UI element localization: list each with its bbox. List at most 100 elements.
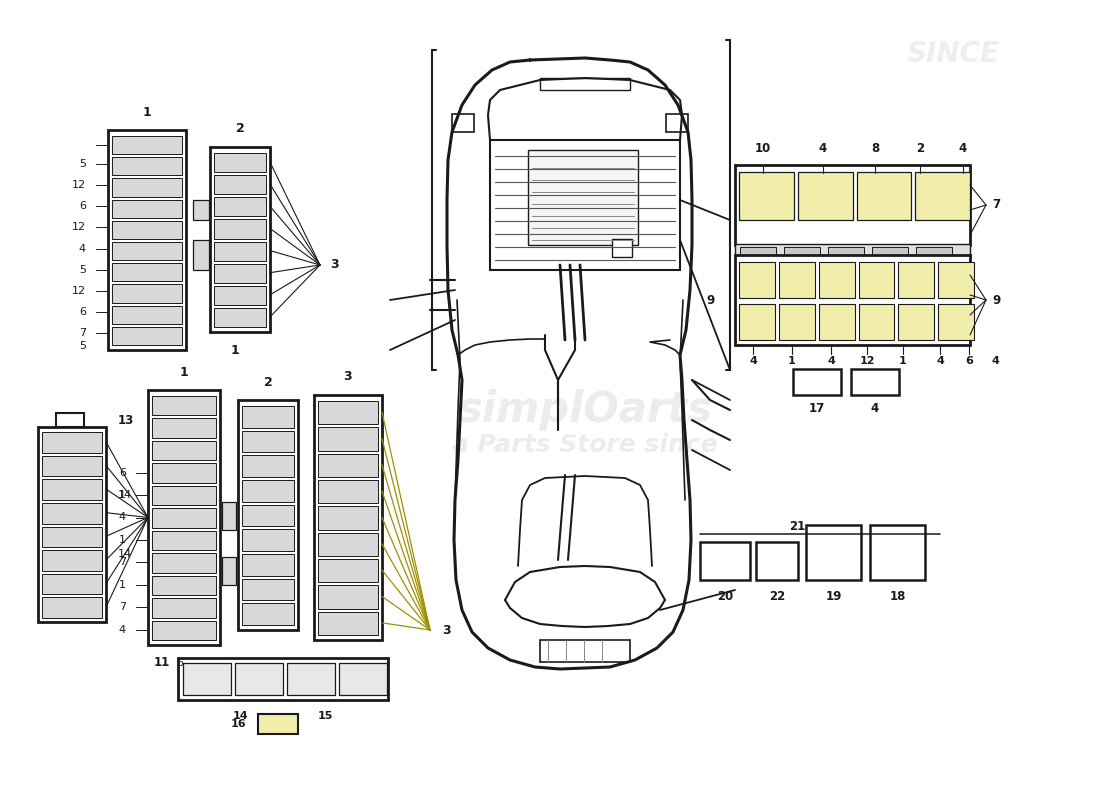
Bar bbox=[818, 262, 855, 298]
Text: 12: 12 bbox=[72, 222, 86, 232]
Text: 19: 19 bbox=[825, 590, 842, 602]
Bar bbox=[242, 578, 294, 600]
Bar bbox=[700, 542, 750, 580]
Bar bbox=[112, 242, 182, 260]
Bar bbox=[314, 395, 382, 640]
Bar bbox=[112, 306, 182, 324]
Text: 4: 4 bbox=[871, 402, 879, 415]
Text: 1: 1 bbox=[119, 580, 126, 590]
Text: 7: 7 bbox=[119, 558, 126, 567]
Text: 4: 4 bbox=[827, 356, 835, 366]
Bar bbox=[152, 530, 216, 550]
Bar bbox=[339, 663, 387, 695]
Text: 1: 1 bbox=[143, 106, 152, 118]
Text: 18: 18 bbox=[889, 590, 905, 602]
Text: 1: 1 bbox=[899, 356, 906, 366]
Bar bbox=[915, 172, 970, 220]
Bar bbox=[222, 502, 236, 530]
Bar bbox=[152, 576, 216, 595]
Bar bbox=[242, 554, 294, 576]
Text: 20: 20 bbox=[717, 590, 733, 602]
Bar bbox=[152, 463, 216, 483]
Bar bbox=[112, 178, 182, 197]
Text: 12: 12 bbox=[72, 286, 86, 296]
Bar bbox=[528, 150, 638, 245]
Bar bbox=[152, 486, 216, 506]
Bar bbox=[784, 247, 820, 257]
Bar bbox=[872, 247, 908, 257]
Text: 10: 10 bbox=[755, 142, 771, 154]
Text: 5: 5 bbox=[79, 341, 86, 351]
Bar bbox=[916, 247, 952, 257]
Bar bbox=[899, 262, 934, 298]
Bar bbox=[42, 550, 102, 570]
Bar bbox=[735, 255, 970, 345]
Text: 13: 13 bbox=[118, 414, 134, 427]
Text: 4: 4 bbox=[119, 625, 126, 634]
Text: 6: 6 bbox=[176, 658, 183, 668]
Bar bbox=[242, 455, 294, 477]
Bar bbox=[612, 239, 632, 257]
Bar bbox=[242, 530, 294, 551]
Bar bbox=[214, 286, 266, 305]
Bar bbox=[735, 165, 970, 245]
Bar bbox=[214, 175, 266, 194]
Bar bbox=[287, 663, 336, 695]
Bar bbox=[851, 369, 899, 395]
Bar bbox=[318, 612, 378, 635]
Text: 4: 4 bbox=[79, 243, 86, 254]
Bar bbox=[39, 427, 106, 622]
Bar bbox=[242, 505, 294, 526]
Text: 4: 4 bbox=[818, 142, 827, 154]
Bar bbox=[242, 430, 294, 452]
Bar bbox=[56, 413, 84, 427]
Bar bbox=[210, 147, 270, 332]
Bar bbox=[152, 418, 216, 438]
Bar bbox=[756, 542, 798, 580]
Bar bbox=[779, 262, 815, 298]
Bar bbox=[192, 200, 209, 220]
Bar bbox=[858, 304, 894, 340]
Bar bbox=[242, 406, 294, 428]
Bar bbox=[214, 198, 266, 216]
Bar bbox=[857, 172, 911, 220]
Bar bbox=[222, 557, 236, 585]
Text: 14: 14 bbox=[118, 549, 132, 558]
Bar bbox=[798, 172, 852, 220]
Bar bbox=[870, 525, 925, 580]
Bar bbox=[178, 658, 388, 700]
Bar bbox=[318, 480, 378, 503]
Bar bbox=[238, 400, 298, 630]
Text: 6: 6 bbox=[79, 307, 86, 317]
Text: 3: 3 bbox=[442, 623, 451, 637]
Bar bbox=[828, 247, 864, 257]
Text: 12: 12 bbox=[72, 180, 86, 190]
Bar bbox=[235, 663, 283, 695]
Bar bbox=[318, 427, 378, 450]
Bar bbox=[112, 136, 182, 154]
Text: 2: 2 bbox=[235, 122, 244, 135]
Bar bbox=[152, 598, 216, 618]
Bar bbox=[318, 559, 378, 582]
Bar bbox=[858, 262, 894, 298]
Bar bbox=[152, 396, 216, 415]
Text: a Parts Store since: a Parts Store since bbox=[452, 433, 718, 457]
Text: 4: 4 bbox=[749, 356, 757, 366]
Text: 4: 4 bbox=[119, 513, 126, 522]
Text: 4: 4 bbox=[992, 356, 1000, 366]
Bar bbox=[818, 304, 855, 340]
Text: 17: 17 bbox=[808, 402, 825, 415]
Text: 14: 14 bbox=[233, 711, 249, 721]
Bar bbox=[152, 508, 216, 528]
Bar bbox=[214, 264, 266, 282]
Bar bbox=[739, 172, 794, 220]
Bar bbox=[214, 308, 266, 327]
Bar bbox=[42, 526, 102, 547]
Text: 7: 7 bbox=[119, 602, 126, 612]
Bar bbox=[739, 304, 774, 340]
Text: 2: 2 bbox=[264, 375, 273, 389]
Bar bbox=[42, 503, 102, 523]
Bar bbox=[242, 480, 294, 502]
Bar bbox=[258, 714, 298, 734]
Text: 21: 21 bbox=[789, 519, 805, 533]
